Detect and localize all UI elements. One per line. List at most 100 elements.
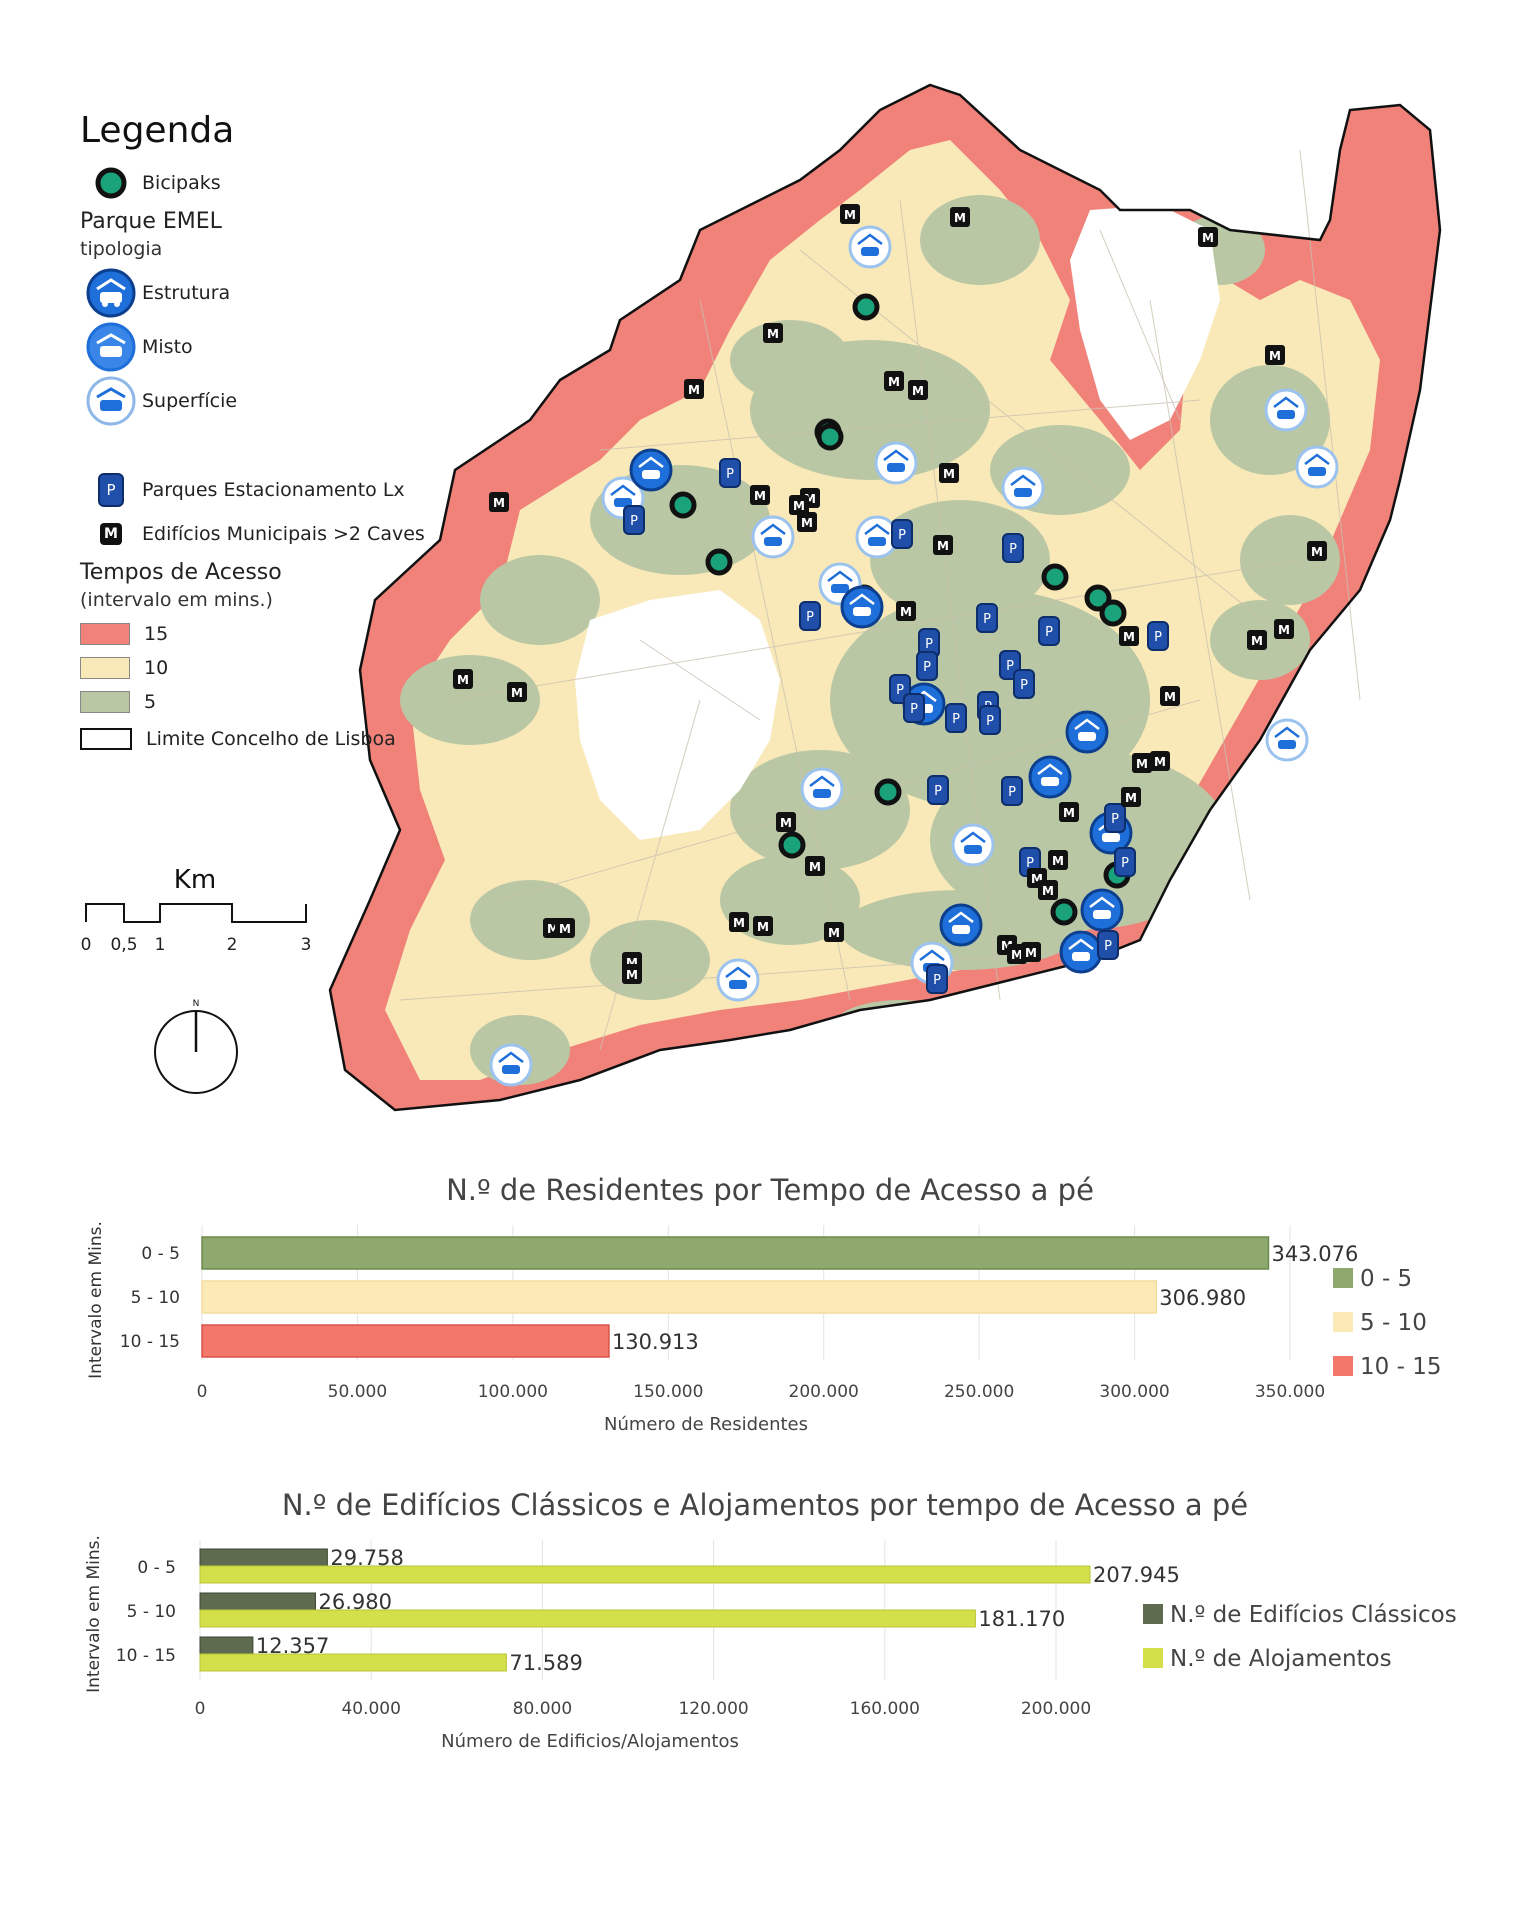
svg-text:M: M	[1025, 946, 1037, 960]
chart1-value-label: 306.980	[1159, 1286, 1246, 1310]
emel-surface-marker	[489, 1043, 533, 1087]
chart1-xtick: 0	[197, 1382, 208, 1402]
municipal-building-marker: M	[789, 495, 809, 515]
parking-lx-marker: P	[1097, 930, 1119, 960]
svg-text:P: P	[1008, 785, 1016, 800]
chart1-title: N.º de Residentes por Tempo de Acesso a …	[446, 1173, 1094, 1207]
chart1-xlabel: Número de Residentes	[604, 1414, 808, 1435]
chart1-value-label: 343.076	[1271, 1242, 1358, 1266]
svg-text:M: M	[1154, 755, 1166, 769]
parking-lx-marker: P	[719, 458, 741, 488]
scale-tick-1: 1	[155, 935, 166, 955]
boundary-swatch	[80, 728, 132, 750]
bicipak-marker	[669, 491, 697, 519]
scale-tick-05: 0,5	[110, 935, 137, 955]
svg-text:M: M	[1164, 690, 1176, 704]
svg-text:M: M	[1136, 757, 1148, 771]
municipal-building-marker: M	[729, 912, 749, 932]
svg-text:P: P	[1121, 856, 1129, 871]
chart2-legend-swatch	[1143, 1604, 1163, 1624]
svg-text:P: P	[1020, 678, 1028, 693]
svg-text:M: M	[1052, 854, 1064, 868]
legend-estrutura-label: Estrutura	[142, 282, 231, 304]
chart2-xtick: 200.000	[1021, 1699, 1091, 1719]
bicipak-marker	[1041, 563, 1069, 591]
svg-text:P: P	[934, 784, 942, 799]
parking-lx-marker: P	[918, 628, 940, 658]
svg-text:M: M	[547, 922, 559, 936]
emel-surface-marker	[874, 441, 918, 485]
svg-text:M: M	[809, 860, 821, 874]
emel-surface-marker	[1295, 445, 1339, 489]
svg-text:M: M	[1251, 634, 1263, 648]
road-network	[399, 149, 1361, 1051]
svg-text:M: M	[937, 539, 949, 553]
svg-text:M: M	[1063, 806, 1075, 820]
chart2-value-label: 181.170	[978, 1607, 1065, 1631]
map-base	[328, 83, 1442, 1112]
chart1-category-label: 5 - 10	[131, 1288, 180, 1308]
svg-text:P: P	[923, 660, 931, 675]
svg-text:P: P	[806, 610, 814, 625]
municipal-building-marker: M	[1132, 753, 1152, 773]
municipal-building-marker: M	[805, 856, 825, 876]
emel-structure-marker	[1065, 710, 1109, 754]
svg-text:M: M	[733, 916, 745, 930]
svg-text:M: M	[801, 516, 813, 530]
svg-text:M: M	[1001, 939, 1013, 953]
svg-text:M: M	[493, 496, 505, 510]
svg-text:M: M	[757, 920, 769, 934]
municipal-building-marker: M	[896, 601, 916, 621]
legend-parques-lx-label: Parques Estacionamento Lx	[142, 479, 405, 501]
emel-surface-marker	[951, 823, 995, 867]
municipal-building-marker: M	[750, 485, 770, 505]
svg-text:P: P	[933, 973, 941, 988]
legend-bicipaks-label: Bicipaks	[142, 172, 221, 194]
svg-text:P: P	[1026, 856, 1034, 871]
chart1-legend-swatch	[1333, 1356, 1353, 1376]
chart1-category-label: 0 - 5	[141, 1244, 180, 1264]
svg-text:M: M	[1202, 231, 1214, 245]
municipal-building-marker: M	[622, 964, 642, 984]
north-label: N	[193, 999, 200, 1009]
legend-misto: Misto	[80, 320, 440, 374]
chart2-ylabel: Intervalo em Mins.	[84, 1535, 104, 1693]
municipal-building-marker: M	[1307, 541, 1327, 561]
accessibility-map: PPPPPPPPPPPPPPPPPPPPPPPPMMMMMMMMMMMMMMMM…	[81, 83, 1442, 1112]
municipal-building-marker: M	[1160, 686, 1180, 706]
municipal-building-icon: M	[100, 523, 122, 545]
parking-lx-marker: P	[1147, 621, 1169, 651]
legend-zone-10-label: 10	[144, 657, 169, 679]
chart1-bar	[201, 1324, 610, 1358]
svg-text:P: P	[1006, 659, 1014, 674]
bicipak-marker	[1099, 599, 1127, 627]
svg-text:P: P	[1104, 939, 1112, 954]
chart2-legend-label: N.º de Alojamentos	[1170, 1646, 1392, 1672]
municipal-building-marker: M	[1119, 626, 1139, 646]
legend-title: Legenda	[80, 110, 235, 151]
svg-text:P: P	[986, 714, 994, 729]
chart2-bar-edificios	[199, 1636, 254, 1655]
chart1-ylabel: Intervalo em Mins.	[86, 1221, 106, 1379]
chart2-xtick: 0	[195, 1699, 206, 1719]
parking-lx-marker: P	[916, 651, 938, 681]
municipal-building-marker: M	[555, 918, 575, 938]
svg-text:M: M	[780, 816, 792, 830]
scale-bar-unit: Km	[174, 865, 216, 895]
chart2-xtick: 160.000	[850, 1699, 920, 1719]
svg-text:P: P	[1154, 630, 1162, 645]
chart1-value-label: 130.913	[612, 1330, 699, 1354]
svg-text:P: P	[952, 712, 960, 727]
chart2-legend-label: N.º de Edifícios Clássicos	[1170, 1602, 1457, 1628]
buildings-chart: N.º de Edifícios Clássicos e Alojamentos…	[84, 1490, 1457, 1752]
parking-lx-marker: P	[976, 603, 998, 633]
svg-text:P: P	[1045, 625, 1053, 640]
parking-p-icon: P	[98, 473, 124, 507]
svg-text:M: M	[1042, 884, 1054, 898]
chart2-bar-alojamentos	[199, 1565, 1091, 1584]
scale-tick-3: 3	[301, 935, 312, 955]
monsanto-park	[575, 590, 780, 840]
chart1-xtick: 150.000	[633, 1382, 703, 1402]
legend-limite: Limite Concelho de Lisboa	[80, 719, 440, 759]
chart2-category-label: 5 - 10	[127, 1602, 176, 1622]
